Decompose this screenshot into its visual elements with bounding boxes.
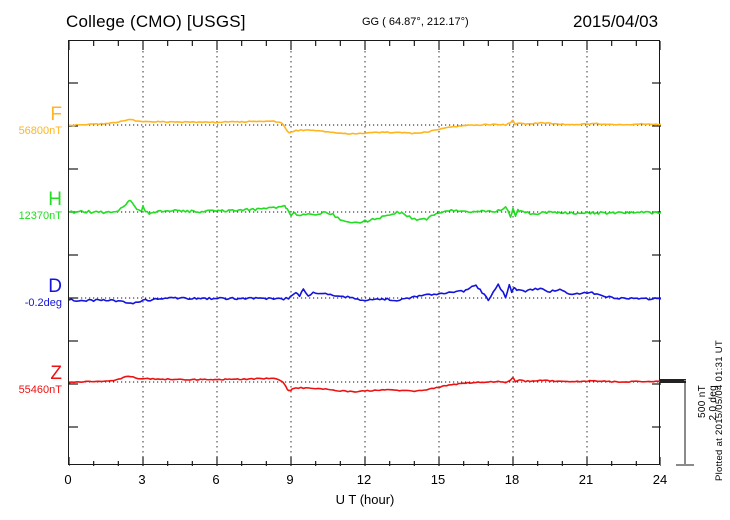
trace-f <box>69 118 661 135</box>
channel-symbol-d: D <box>48 276 62 297</box>
x-tick-label-3: 3 <box>138 472 146 487</box>
grid-layer <box>142 41 588 466</box>
x-axis-title: U T (hour) <box>335 492 395 507</box>
trace-h <box>69 199 661 224</box>
trace-d <box>69 283 661 305</box>
channel-label-d: D -0.2deg <box>0 277 62 310</box>
x-tick-label-15: 15 <box>430 472 446 487</box>
channel-label-f: F 56800nT <box>0 105 62 138</box>
plotted-timestamp: Plotted at 2015/05/04 01:31 UT <box>714 340 725 482</box>
x-tick-label-9: 9 <box>286 472 294 487</box>
scale-bar-top-cap <box>660 379 686 381</box>
channel-symbol-f: F <box>50 104 62 125</box>
channel-amplitude-d: -0.2deg <box>24 297 62 309</box>
x-tick-label-0: 0 <box>64 472 72 487</box>
x-tick-label-21: 21 <box>578 472 594 487</box>
scale-label-nt: 500 nT <box>697 385 708 418</box>
observation-date: 2015/04/03 <box>573 12 659 31</box>
channel-symbol-h: H <box>48 189 62 210</box>
z-reference-extension <box>660 381 686 383</box>
geographic-coordinates: GG ( 64.87°, 212.17°) <box>362 16 469 28</box>
x-tick-label-12: 12 <box>356 472 372 487</box>
station-title: College (CMO) [USGS] <box>66 12 246 31</box>
x-tick-label-24: 24 <box>652 472 668 487</box>
trace-layer <box>69 118 661 393</box>
scale-bar <box>684 380 686 466</box>
trace-z <box>69 375 661 393</box>
channel-label-z: Z 55460nT <box>0 364 62 397</box>
channel-label-h: H 12370nT <box>0 190 62 223</box>
x-tick-label-6: 6 <box>212 472 220 487</box>
plot-frame <box>68 40 661 466</box>
scale-bar-bottom-cap <box>676 464 694 466</box>
channel-amplitude-z: 55460nT <box>18 384 62 396</box>
channel-symbol-z: Z <box>50 363 62 384</box>
x-tick-label-18: 18 <box>504 472 520 487</box>
channel-amplitude-f: 56800nT <box>18 125 62 137</box>
channel-amplitude-h: 12370nT <box>18 210 62 222</box>
